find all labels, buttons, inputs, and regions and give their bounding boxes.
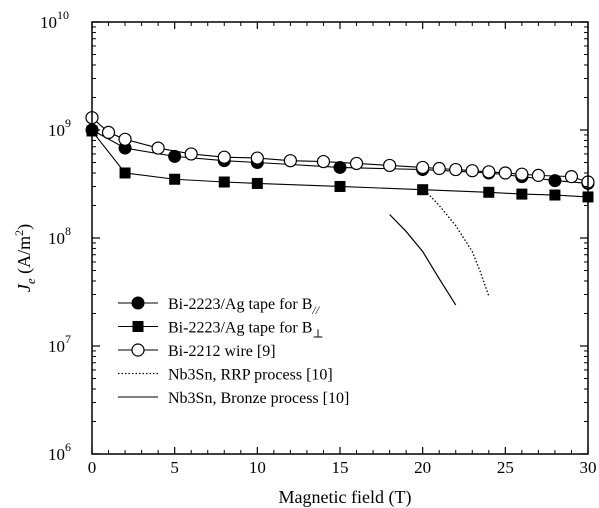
y-tick-base: 10 — [48, 229, 65, 248]
x-tick-label: 10 — [249, 458, 266, 477]
x-tick-label: 0 — [88, 458, 97, 477]
legend-label-text: Nb3Sn, Bronze process [10] — [168, 390, 349, 407]
data-point-filled-circle — [131, 296, 145, 310]
series-layer — [85, 111, 595, 306]
data-point-open-circle — [316, 154, 331, 169]
legend-label: Nb3Sn, RRP process [10] — [168, 367, 333, 384]
legend-item: Bi-2223/Ag tape for B// — [118, 296, 321, 317]
legend-item: Nb3Sn, Bronze process [10] — [118, 390, 349, 407]
y-tick-exponent: 8 — [65, 224, 71, 238]
data-point-open-circle — [515, 167, 529, 181]
data-point-filled-square — [483, 186, 495, 198]
data-point-open-circle — [531, 168, 546, 182]
series-1 — [85, 123, 595, 190]
legend-label-text: Bi-2223/Ag tape for B — [168, 320, 312, 337]
legend-label-text: Bi-2212 wire [9] — [168, 343, 276, 360]
data-point-filled-square — [334, 180, 346, 192]
series-5 — [389, 214, 457, 306]
legend-item: Bi-2223/Ag tape for B⊥ — [118, 320, 324, 341]
data-point-filled-square — [169, 173, 181, 185]
data-point-filled-circle — [333, 160, 347, 174]
data-point-open-circle — [416, 160, 430, 175]
legend-label-subscript: // — [311, 303, 320, 317]
y-tick-exponent: 6 — [65, 440, 71, 454]
y-tick-base: 10 — [48, 121, 65, 140]
data-point-filled-square — [516, 188, 528, 200]
series-3 — [85, 111, 595, 189]
data-point-open-circle — [283, 154, 297, 168]
series-line-5 — [389, 214, 457, 306]
data-point-open-circle — [118, 132, 132, 146]
data-point-open-circle — [465, 164, 479, 178]
legend-item: Nb3Sn, RRP process [10] — [118, 367, 333, 384]
legend-label-text: Bi-2223/Ag tape for B — [168, 296, 312, 313]
y-axis-label: Je (A/m2) — [12, 224, 38, 292]
y-tick-base: 10 — [48, 445, 65, 464]
data-point-open-circle — [449, 162, 463, 177]
data-point-filled-square — [119, 167, 131, 179]
data-point-open-circle — [151, 141, 165, 155]
legend-label: Bi-2223/Ag tape for B⊥ — [168, 320, 324, 341]
legend-label: Bi-2223/Ag tape for B// — [168, 296, 321, 317]
data-point-filled-square — [132, 321, 144, 332]
data-point-open-circle — [432, 161, 446, 176]
y-axis-label-superscript: 2 — [12, 230, 26, 236]
legend-label-subscript: ⊥ — [312, 327, 323, 341]
y-tick-label: 107 — [48, 332, 71, 356]
data-point-filled-square — [251, 177, 263, 189]
series-4 — [422, 187, 490, 297]
data-point-filled-circle — [548, 174, 562, 188]
legend-item: Bi-2212 wire [9] — [118, 343, 276, 360]
data-point-filled-circle — [168, 149, 182, 163]
y-tick-exponent: 7 — [65, 332, 71, 346]
x-tick-label: 5 — [170, 458, 179, 477]
data-point-filled-square — [417, 184, 429, 196]
x-axis-label: Magnetic field (T) — [279, 487, 412, 508]
data-point-filled-square — [218, 176, 230, 188]
series-line-4 — [422, 187, 490, 297]
y-tick-label: 108 — [48, 224, 71, 248]
series-line-1 — [91, 129, 589, 184]
y-tick-label: 106 — [48, 440, 71, 464]
data-point-open-circle — [101, 125, 116, 140]
data-point-open-circle — [217, 150, 231, 164]
y-tick-label: 109 — [48, 116, 71, 140]
data-point-open-circle — [250, 151, 264, 165]
data-point-filled-square — [549, 189, 561, 201]
data-point-open-circle — [482, 165, 496, 179]
x-tick-label: 25 — [497, 458, 514, 477]
legend-label-text: Nb3Sn, RRP process [10] — [168, 367, 333, 384]
y-tick-exponent: 9 — [65, 116, 71, 130]
data-point-open-circle — [184, 147, 198, 161]
x-tick-label: 15 — [332, 458, 349, 477]
y-tick-base: 10 — [40, 13, 57, 32]
legend-label: Bi-2212 wire [9] — [168, 343, 276, 360]
data-point-open-circle — [498, 166, 512, 180]
data-point-open-circle — [564, 170, 579, 184]
y-axis-label-close: ) — [14, 224, 35, 230]
legend-label: Nb3Sn, Bronze process [10] — [168, 390, 349, 407]
legend: Bi-2223/Ag tape for B//Bi-2223/Ag tape f… — [118, 296, 349, 407]
y-axis-label-units: (A/m — [14, 236, 35, 279]
y-tick-exponent: 10 — [57, 8, 69, 22]
data-point-open-circle — [349, 156, 364, 171]
data-point-open-circle — [383, 158, 397, 173]
x-tick-label: 20 — [414, 458, 431, 477]
x-tick-label: 30 — [580, 458, 597, 477]
y-axis-label-symbol: J — [14, 283, 34, 292]
data-point-open-circle — [131, 343, 145, 357]
y-axis-label-subscript: e — [23, 278, 38, 284]
y-tick-base: 10 — [48, 337, 65, 356]
y-tick-label: 1010 — [40, 8, 69, 32]
